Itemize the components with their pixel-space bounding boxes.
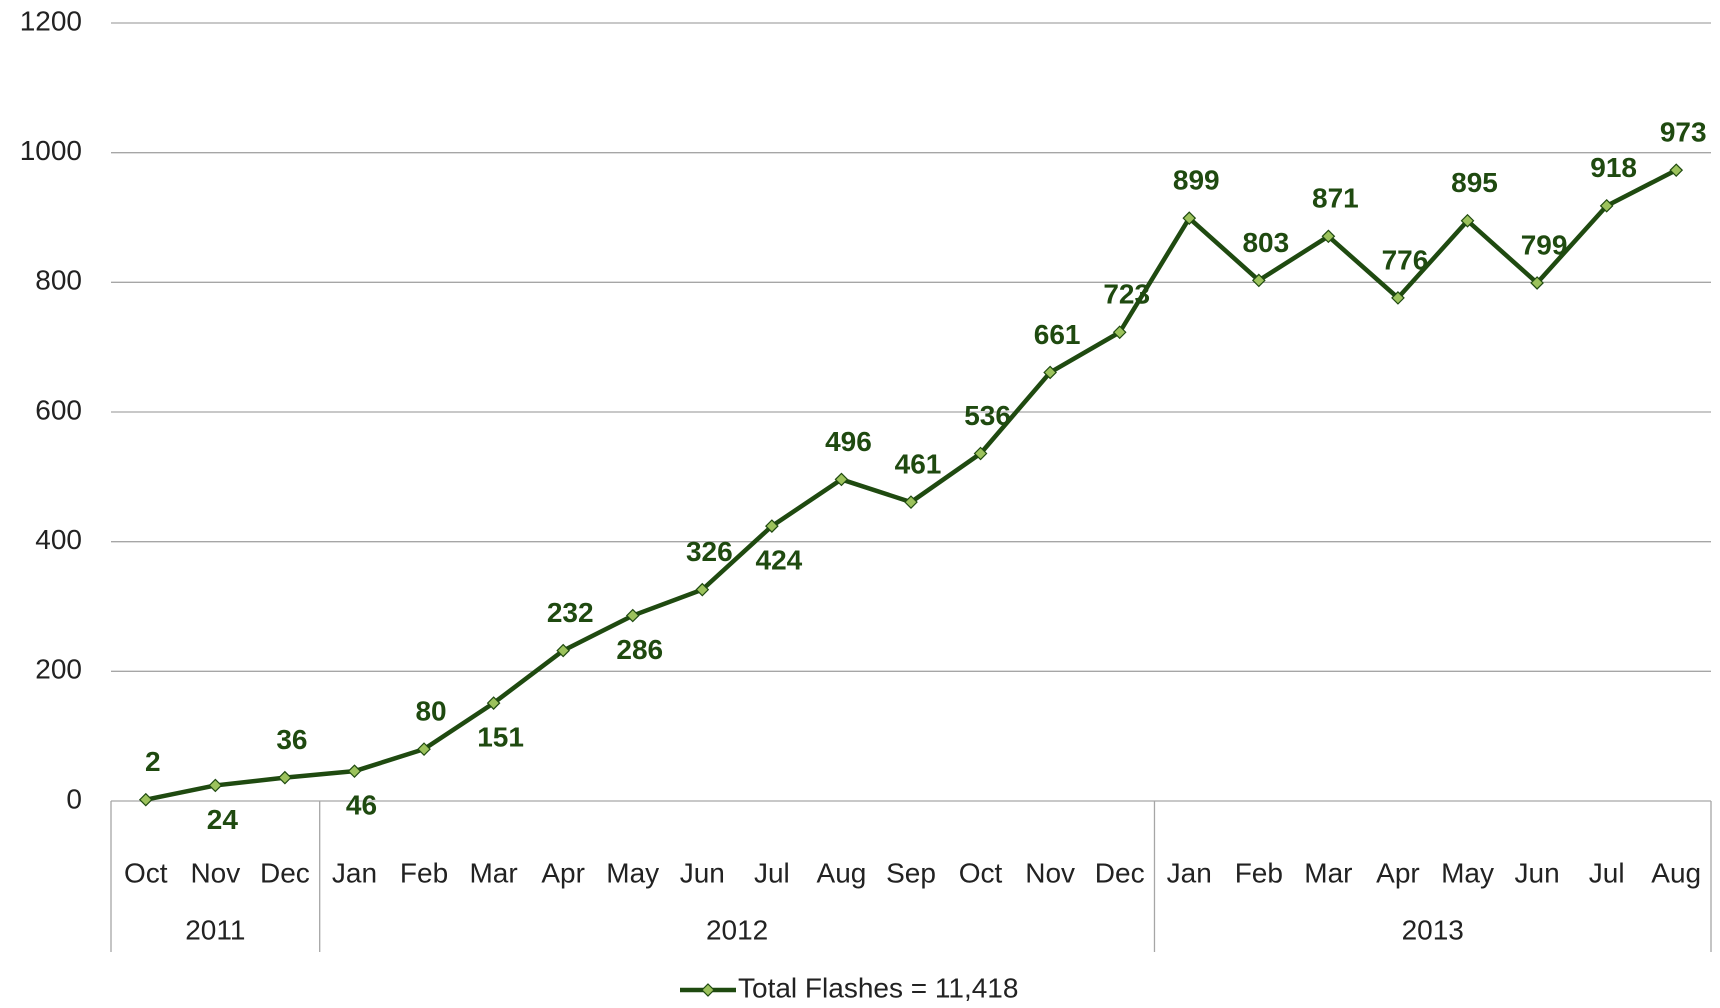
marker [556,643,571,658]
data-label: 918 [1590,152,1637,183]
x-tick-label: Oct [959,857,1003,888]
marker [1251,273,1266,288]
marker [1460,213,1475,228]
x-tick-label: May [606,857,659,888]
x-tick-label: Oct [124,857,168,888]
data-label: 799 [1521,229,1568,260]
x-tick-label: Jul [1589,857,1625,888]
data-label: 232 [547,597,594,628]
data-label: 151 [477,721,524,752]
x-tick-label: Sep [886,857,936,888]
x-tick-label: Aug [1651,857,1701,888]
data-label: 36 [276,724,307,755]
marker [1112,325,1127,340]
data-label: 24 [207,804,239,835]
legend-marker [701,983,715,997]
x-tick-label: Mar [469,857,517,888]
y-tick-label: 400 [35,524,82,555]
data-label: 326 [686,536,733,567]
marker [208,778,223,793]
data-label: 899 [1173,165,1220,196]
x-tick-label: Nov [1025,857,1075,888]
x-tick-label: Mar [1304,857,1352,888]
marker [486,696,501,710]
y-tick-label: 200 [35,654,82,685]
data-label: 776 [1382,244,1429,275]
x-tick-label: Jun [680,857,725,888]
data-label: 895 [1451,167,1498,198]
marker [695,582,710,597]
x-tick-label: Jan [1167,857,1212,888]
x-tick-label: Jan [332,857,377,888]
marker [1043,365,1057,380]
data-label: 496 [825,426,872,457]
x-tick-label: May [1441,857,1494,888]
x-tick-label: Feb [1235,857,1283,888]
marker [278,770,292,785]
marker [834,472,849,487]
marker [625,608,640,623]
y-tick-label: 600 [35,394,82,425]
marker [1599,198,1614,213]
x-group-label: 2011 [185,914,245,945]
x-group-label: 2013 [1402,914,1464,945]
x-tick-label: Apr [541,857,585,888]
y-tick-label: 1000 [20,135,82,166]
marker [1182,211,1197,225]
marker [973,446,988,461]
data-label: 461 [895,449,942,480]
data-label: 723 [1103,279,1150,310]
x-tick-label: Jun [1515,857,1560,888]
marker [1391,291,1405,305]
data-label: 80 [415,696,446,727]
data-label: 536 [964,400,1011,431]
marker [347,764,362,779]
data-label: 2 [145,746,161,777]
x-tick-label: Dec [260,857,310,888]
marker [138,792,153,807]
marker [1669,163,1684,178]
x-tick-label: Nov [190,857,240,888]
x-tick-label: Jul [754,857,790,888]
marker [765,519,779,533]
marker [1321,229,1336,244]
x-group-label: 2012 [706,914,768,945]
x-tick-label: Feb [400,857,448,888]
marker [417,742,431,756]
data-label: 803 [1242,227,1289,258]
x-tick-label: Aug [817,857,867,888]
data-label: 973 [1660,117,1707,148]
legend-label: Total Flashes = 11,418 [738,972,1018,1003]
marker [1530,276,1544,290]
x-tick-label: Apr [1376,857,1420,888]
data-label: 661 [1034,319,1081,350]
data-label: 424 [756,544,803,575]
y-tick-label: 0 [66,783,82,814]
data-label: 871 [1312,183,1359,214]
marker [904,495,918,509]
x-tick-label: Dec [1095,857,1145,888]
data-label: 46 [346,790,377,821]
y-tick-label: 1200 [20,5,82,36]
y-tick-label: 800 [35,265,82,296]
data-label: 286 [616,634,663,665]
line-series [145,168,1678,802]
